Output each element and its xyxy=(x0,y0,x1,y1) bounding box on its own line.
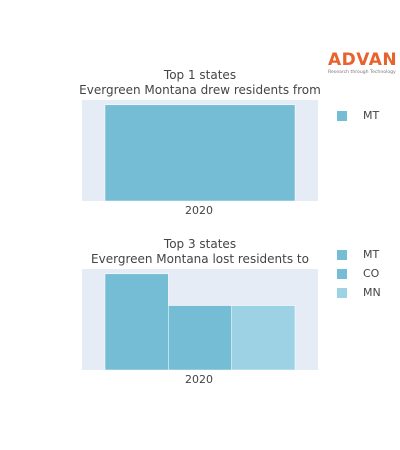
chart-2-bars xyxy=(104,273,296,371)
chart-1-title-line2: Evergreen Montana drew residents from xyxy=(79,83,321,97)
chart-2-bar-mn xyxy=(231,305,296,371)
chart-1-title-line1: Top 1 states xyxy=(163,68,237,82)
advan-logo: ADVAN Research through Technology xyxy=(328,50,398,76)
logo-tagline: Research through Technology xyxy=(328,70,396,75)
chart-2-title: Top 3 states Evergreen Montana lost resi… xyxy=(60,237,340,267)
chart-1-legend-label: MT xyxy=(363,109,380,122)
chart-2-bar-mt xyxy=(104,273,169,371)
chart-2-legend-label: CO xyxy=(363,267,380,280)
chart-2-title-line1: Top 3 states xyxy=(163,237,237,251)
chart-1-bars xyxy=(104,104,296,202)
chart-2-bar-co xyxy=(168,305,232,371)
logo-wordmark: ADVAN xyxy=(328,50,398,70)
chart-1-legend-swatch xyxy=(337,111,347,121)
chart-2-legend-label: MN xyxy=(363,286,381,299)
chart-1-title: Top 1 states Evergreen Montana drew resi… xyxy=(60,68,340,98)
chart-2-title-line2: Evergreen Montana lost residents to xyxy=(91,252,309,266)
chart-2-legend-swatch xyxy=(337,288,347,298)
chart-1-bar-mt xyxy=(104,104,296,202)
chart-2-x-tick: 2020 xyxy=(185,373,213,386)
chart-2-legend-swatch xyxy=(337,269,347,279)
chart-2-legend-swatch xyxy=(337,250,347,260)
chart-2-legend-label: MT xyxy=(363,248,380,261)
chart-1-x-tick: 2020 xyxy=(185,204,213,217)
